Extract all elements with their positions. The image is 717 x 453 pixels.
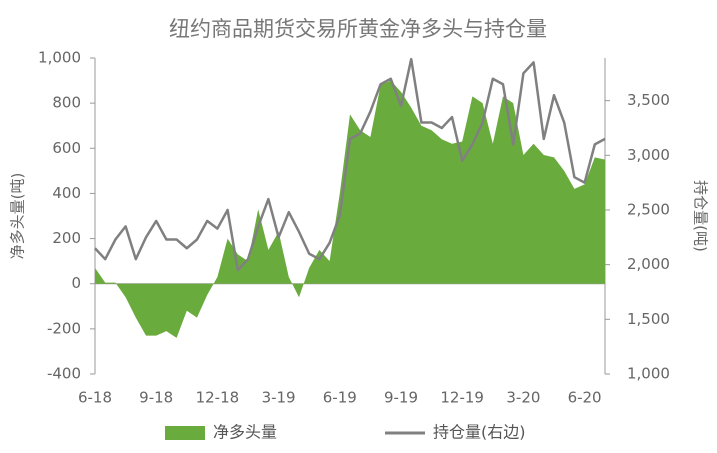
net-long-area [95,80,605,338]
y-axis-title: 净多头量(吨) [9,173,27,260]
y-tick-label: 1,000 [38,49,81,67]
x-tick-label: 6-18 [78,389,112,407]
legend-label: 净多头量 [213,423,277,442]
x-tick-label: 6-19 [323,389,357,407]
x-tick-label: 3-20 [506,389,540,407]
x-tick-label: 6-20 [568,389,602,407]
x-tick-label: 3-19 [262,389,296,407]
y2-tick-label: 3,500 [627,91,670,109]
y-tick-label: 0 [71,274,81,292]
y2-tick-label: 2,000 [627,255,670,273]
open-interest-line [94,57,606,272]
y-tick-label: -400 [47,365,81,383]
y-tick-label: 600 [52,139,81,157]
y2-axis-title: 持仓量(吨) [692,180,710,252]
y-tick-label: 200 [52,229,81,247]
x-tick-label: 9-19 [384,389,418,407]
y-tick-label: -200 [47,319,81,337]
x-tick-label: 12-18 [196,389,240,407]
y2-tick-label: 1,000 [627,365,670,383]
x-tick-label: 12-19 [440,389,484,407]
y-tick-label: 800 [52,94,81,112]
y2-tick-label: 2,500 [627,200,670,218]
y2-tick-label: 3,000 [627,146,670,164]
chart-title: 纽约商品期货交易所黄金净多头与持仓量 [169,17,547,41]
y-tick-label: 400 [52,184,81,202]
x-tick-label: 9-18 [139,389,173,407]
legend-label: 持仓量(右边) [433,423,526,442]
legend-swatch [165,426,205,440]
y2-tick-label: 1,500 [627,310,670,328]
